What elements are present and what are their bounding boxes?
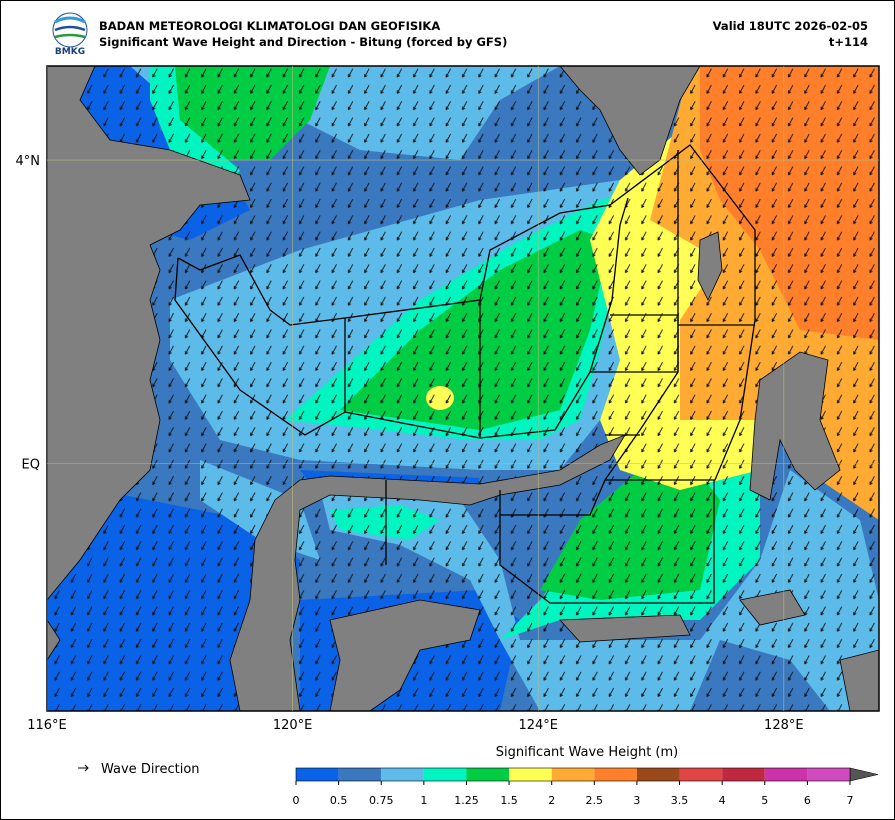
valid-time: Valid 18UTC 2026-02-05 bbox=[713, 19, 868, 33]
colorbar-segment bbox=[551, 768, 595, 781]
y-tick-label: EQ bbox=[22, 458, 40, 473]
colorbar-segment bbox=[594, 768, 637, 781]
colorbar-segment bbox=[636, 768, 680, 781]
colorbar-tick-label: 3 bbox=[633, 794, 640, 807]
colorbar-segment bbox=[466, 768, 510, 781]
x-tick-label: 124°E bbox=[518, 718, 558, 733]
agency: BADAN METEOROLOGI KLIMATOLOGI DAN GEOFIS… bbox=[99, 19, 440, 33]
logo-text: BMKG bbox=[55, 47, 85, 57]
colorbar-segment bbox=[764, 768, 808, 781]
colorbar-segment bbox=[423, 768, 467, 781]
legend-arrow bbox=[78, 764, 89, 772]
colorbar-tick-label: 0.5 bbox=[330, 794, 348, 807]
colorbar-tick-label: 5 bbox=[761, 794, 768, 807]
x-tick-label: 116°E bbox=[27, 718, 67, 733]
colorbar-tick-label: 7 bbox=[847, 794, 854, 807]
colorbar-frame bbox=[295, 767, 851, 782]
colorbar-segment bbox=[807, 768, 850, 781]
colorbar-segment bbox=[679, 768, 723, 781]
colorbar-tick-label: 1 bbox=[420, 794, 427, 807]
colorbar-title: Significant Wave Height (m) bbox=[496, 745, 678, 760]
colorbar-tick-label: 3.5 bbox=[671, 794, 689, 807]
y-tick-label: 4°N bbox=[16, 154, 41, 169]
colorbar-tick-label: 2.5 bbox=[586, 794, 604, 807]
colorbar-tick-label: 2 bbox=[548, 794, 555, 807]
lead-time: t+114 bbox=[829, 35, 868, 49]
colorbar-segment bbox=[296, 768, 339, 781]
colorbar-segment bbox=[338, 768, 382, 781]
colorbar-segment bbox=[722, 768, 765, 781]
colorbar-segment bbox=[509, 768, 552, 781]
colorbar-tick-label: 0.75 bbox=[369, 794, 394, 807]
logo: BMKG bbox=[52, 12, 88, 57]
map bbox=[47, 66, 879, 711]
colorbar-segment bbox=[381, 768, 424, 781]
colorbar-tick-label: 6 bbox=[804, 794, 811, 807]
colorbar-tick-label: 1.25 bbox=[454, 794, 479, 807]
legend-label: Wave Direction bbox=[101, 762, 200, 777]
x-tick-label: 120°E bbox=[273, 718, 313, 733]
x-tick-label: 128°E bbox=[764, 718, 804, 733]
colorbar-tick-label: 0 bbox=[293, 794, 300, 807]
colorbar-tick-label: 4 bbox=[719, 794, 726, 807]
colorbar-tick-label: 1.5 bbox=[500, 794, 518, 807]
map-title: Significant Wave Height and Direction - … bbox=[99, 35, 507, 49]
